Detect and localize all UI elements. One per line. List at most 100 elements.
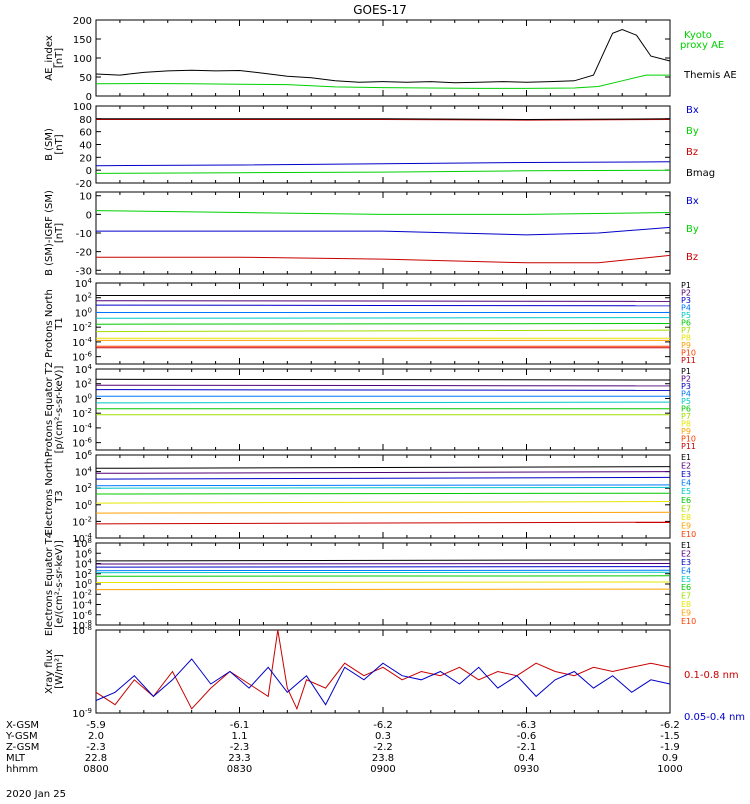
pe-ytick-label: 100 bbox=[75, 392, 92, 405]
pe-legend-P4: P4 bbox=[681, 390, 691, 399]
bsm-ylabel: B (SM) bbox=[44, 128, 55, 161]
ee-legend-E7: E7 bbox=[681, 592, 691, 601]
ae-frame bbox=[95, 19, 671, 97]
pe-series-P3 bbox=[95, 389, 671, 391]
en-series-E1 bbox=[95, 466, 671, 469]
en-series-E5 bbox=[95, 486, 671, 489]
ephem-value: -5.9 bbox=[86, 720, 106, 731]
ae-ytick-label: 150 bbox=[73, 35, 92, 46]
pe-legend-P9: P9 bbox=[681, 427, 691, 436]
en-legend-E2: E2 bbox=[681, 462, 691, 471]
en-ytick-label: 10-4 bbox=[72, 532, 92, 545]
ephem-value: 0.4 bbox=[519, 753, 535, 764]
ae-ytick-label: 200 bbox=[73, 16, 92, 27]
ephem-value: -6.2 bbox=[660, 720, 680, 731]
pn-legend-P10: P10 bbox=[681, 349, 696, 358]
pn-legend-P5: P5 bbox=[681, 311, 691, 320]
pn-legend-P2: P2 bbox=[681, 289, 691, 298]
ee-ytick-label: 10-8 bbox=[72, 619, 92, 632]
ee-ytick-label: 10-6 bbox=[72, 609, 92, 622]
en-ytick-label: 10-2 bbox=[72, 515, 92, 528]
bsm-ytick-label: 80 bbox=[79, 115, 92, 126]
bigrf-ytick-label: -20 bbox=[76, 248, 92, 259]
pn-legend-P3: P3 bbox=[681, 296, 691, 305]
bigrf-ytick-label: 0 bbox=[86, 210, 92, 221]
ee-series-E8 bbox=[95, 588, 671, 591]
bigrf-ytick-label: -10 bbox=[76, 229, 92, 240]
plot-date: 2020 Jan 25 bbox=[6, 789, 66, 800]
ee-series-E6 bbox=[95, 575, 671, 577]
ae-ylabel-unit: [nT] bbox=[54, 48, 65, 68]
ephem-value: 0.3 bbox=[375, 731, 391, 742]
xray-ytick-label: 10-8 bbox=[72, 624, 92, 637]
ee-series-E4 bbox=[95, 569, 671, 572]
ephem-value: 22.8 bbox=[85, 753, 107, 764]
en-legend-E10: E10 bbox=[681, 530, 696, 539]
pn-ylabel: T1 bbox=[54, 317, 65, 330]
en-legend-E5: E5 bbox=[681, 487, 691, 496]
pn-ytick-label: 102 bbox=[75, 292, 92, 305]
ee-ylabel-unit: [e/(cm²-s-sr-keV)] bbox=[54, 540, 65, 628]
ephem-value: -2.2 bbox=[373, 742, 393, 753]
bsm-legend-Bx: Bx bbox=[686, 105, 699, 116]
pe-legend-P8: P8 bbox=[681, 420, 691, 429]
xray-series-0-05-0-4-nm bbox=[95, 658, 671, 706]
ee-series-E7 bbox=[95, 581, 671, 583]
bsm-legend-Bmag: Bmag bbox=[686, 168, 715, 179]
pn-legend-P9: P9 bbox=[681, 341, 691, 350]
en-legend-E8: E8 bbox=[681, 513, 691, 522]
pn-ytick-label: 104 bbox=[75, 277, 93, 290]
bigrf-series-By bbox=[95, 210, 671, 215]
bsm-ytick-label: -20 bbox=[76, 179, 92, 190]
pe-legend-P3: P3 bbox=[681, 382, 691, 391]
en-ytick-label: 100 bbox=[75, 499, 92, 512]
ee-legend-E1: E1 bbox=[681, 541, 691, 550]
ephem-value: 0930 bbox=[514, 764, 539, 775]
bsm-series-Bx bbox=[95, 161, 671, 167]
ee-legend-E2: E2 bbox=[681, 549, 691, 558]
ee-ytick-label: 10-2 bbox=[72, 588, 92, 601]
bsm-series-By bbox=[95, 169, 671, 174]
bsm-ytick-label: 40 bbox=[79, 141, 92, 152]
ephem-value: 0830 bbox=[227, 764, 252, 775]
ee-ytick-label: 108 bbox=[75, 537, 92, 550]
pn-legend-P6: P6 bbox=[681, 319, 691, 328]
en-legend-E7: E7 bbox=[681, 504, 691, 513]
bsm-ytick-label: 60 bbox=[79, 128, 92, 139]
pn-legend-P7: P7 bbox=[681, 326, 691, 335]
ae-ytick-label: 50 bbox=[79, 73, 92, 84]
pe-legend-P10: P10 bbox=[681, 435, 696, 444]
ephem-value: 23.8 bbox=[372, 753, 394, 764]
pe-ytick-label: 10-4 bbox=[72, 422, 92, 435]
bsm-frame bbox=[95, 105, 671, 184]
pe-legend-P6: P6 bbox=[681, 405, 691, 414]
xray-legend-long: 0.1-0.8 nm bbox=[684, 670, 739, 681]
pn-ytick-label: 10-4 bbox=[72, 336, 92, 349]
xray-ylabel-unit: [W/m²] bbox=[54, 654, 65, 689]
bigrf-ylabel-unit: [nT] bbox=[54, 223, 65, 243]
pn-ytick-label: 100 bbox=[75, 306, 92, 319]
ee-legend-E6: E6 bbox=[681, 583, 691, 592]
ee-series-E5 bbox=[95, 571, 671, 574]
ee-legend-E10: E10 bbox=[681, 617, 696, 626]
bsm-ytick-label: 0 bbox=[86, 166, 92, 177]
ae-ytick-label: 100 bbox=[73, 54, 92, 65]
pn-ytick-label: 10-6 bbox=[72, 351, 92, 364]
xray-ytick-label: 10-9 bbox=[72, 707, 92, 720]
en-legend-E6: E6 bbox=[681, 496, 691, 505]
ephem-value: -1.9 bbox=[660, 742, 680, 753]
xray-ylabel: Xray flux bbox=[44, 649, 55, 694]
ephem-value: -2.1 bbox=[517, 742, 537, 753]
bsm-series-Bz bbox=[96, 119, 671, 121]
ae-legend-themis: Themis AE bbox=[683, 70, 737, 81]
ee-legend-E8: E8 bbox=[681, 600, 691, 609]
ee-ytick-label: 10-4 bbox=[72, 599, 92, 612]
bsm-legend-Bz: Bz bbox=[686, 147, 698, 158]
pe-ylabel: Protons Equator T2 bbox=[44, 362, 55, 458]
ephem-label-hhmm: hhmm bbox=[6, 764, 38, 775]
ae-series-Kyoto-proxy-AE bbox=[95, 74, 670, 89]
pe-frame bbox=[95, 368, 671, 451]
ee-series-E1 bbox=[95, 559, 671, 562]
